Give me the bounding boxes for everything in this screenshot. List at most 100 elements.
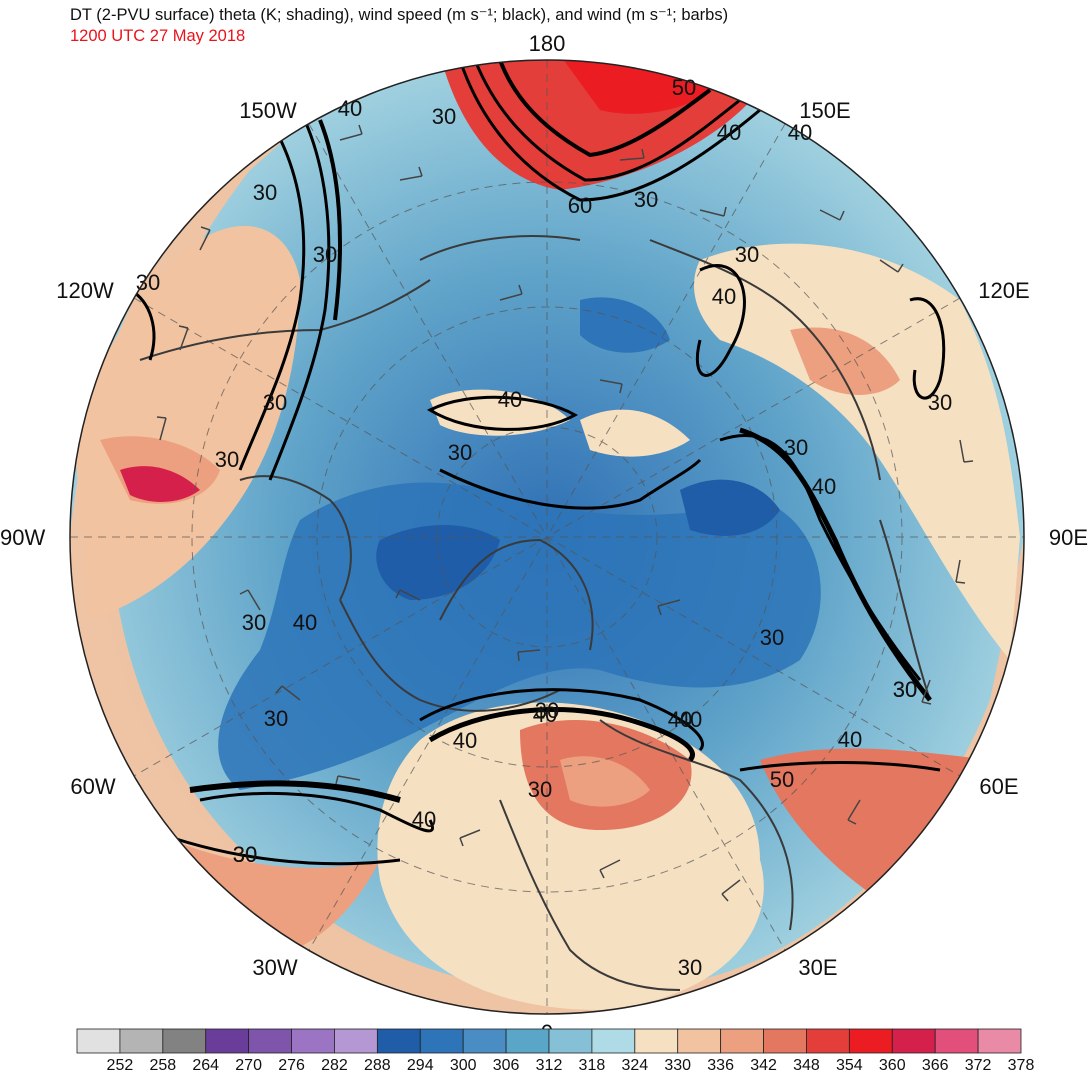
colorbar-swatch — [205, 1028, 250, 1054]
colorbar-swatch — [119, 1028, 164, 1054]
lon-label-180: 180 — [529, 31, 566, 56]
contour-label: 30 — [784, 435, 808, 460]
colorbar-tick-label: 288 — [364, 1057, 391, 1074]
colorbar-tick-label: 324 — [621, 1057, 648, 1074]
colorbar-tick-label: 330 — [664, 1057, 691, 1074]
colorbar-tick-label: 372 — [965, 1057, 992, 1074]
contour-label: 40 — [453, 728, 477, 753]
lon-label-90w: 90W — [0, 525, 45, 550]
contour-label: 30 — [215, 447, 239, 472]
map-boundary — [69, 59, 1025, 1015]
lon-label-120w: 120W — [56, 278, 114, 303]
coastlines — [139, 235, 931, 991]
contour-label: 30 — [760, 625, 784, 650]
contour-label: 40 — [678, 707, 702, 732]
lon-label-60w: 60W — [70, 774, 115, 799]
wind-barbs — [156, 124, 974, 902]
contour-label: 30 — [233, 842, 257, 867]
colorbar-tick-label: 348 — [793, 1057, 820, 1074]
colorbar-swatch — [977, 1028, 1022, 1054]
graticule — [70, 60, 1024, 1014]
contour-label: 30 — [535, 698, 559, 723]
colorbar-swatch — [76, 1028, 121, 1054]
contour-label: 50 — [672, 75, 696, 100]
colorbar-swatch — [334, 1028, 378, 1054]
lon-label-90e: 90E — [1049, 525, 1088, 550]
colorbar-tick-label: 306 — [493, 1057, 520, 1074]
colorbar-swatch — [848, 1028, 893, 1054]
colorbar-swatch — [720, 1028, 764, 1054]
contour-label: 30 — [233, 842, 257, 867]
colorbar-swatch — [419, 1028, 464, 1054]
lon-label-150e: 150E — [799, 98, 850, 123]
colorbar-tick-label: 342 — [750, 1057, 777, 1074]
colorbar-swatch — [806, 1028, 850, 1054]
colorbar-swatch — [462, 1028, 507, 1054]
contour-label: 30 — [264, 706, 288, 731]
lon-label-120e: 120E — [978, 278, 1029, 303]
longitude-labels: 180 150E 120E 90E 60E 30E 0 30W 60W 90W … — [0, 31, 1088, 1045]
colorbar-tick-label: 354 — [836, 1057, 863, 1074]
contour-label: 40 — [668, 707, 692, 732]
contour-label: 40 — [412, 807, 436, 832]
colorbar-swatch — [162, 1028, 207, 1054]
colorbar-tick-label: 258 — [149, 1057, 176, 1074]
colorbar-tick-label: 318 — [579, 1057, 606, 1074]
colorbar-tick-label: 312 — [536, 1057, 563, 1074]
colorbar-tick-label: 360 — [879, 1057, 906, 1074]
colorbar-swatch — [591, 1028, 636, 1054]
contour-label: 30 — [928, 390, 952, 415]
colorbar-swatch — [634, 1028, 679, 1054]
contour-label: 30 — [448, 440, 472, 465]
colorbar-swatch — [677, 1028, 722, 1054]
contour-label: 60 — [568, 193, 592, 218]
colorbar-swatch — [548, 1028, 593, 1054]
contour-label: 30 — [678, 955, 702, 980]
contour-label: 30 — [528, 777, 552, 802]
contour-label: 40 — [533, 702, 557, 727]
contour-label: 40 — [717, 120, 741, 145]
contour-label: 30 — [634, 187, 658, 212]
contour-label: 30 — [313, 242, 337, 267]
colorbar-tick-label: 366 — [922, 1057, 949, 1074]
colorbar-tick-label: 270 — [235, 1057, 262, 1074]
contour-label: 40 — [293, 610, 317, 635]
wind-speed-contours — [129, 60, 946, 866]
contour-label: 40 — [712, 284, 736, 309]
colorbar-tick-label: 300 — [450, 1057, 477, 1074]
colorbar-tick-label: 252 — [107, 1057, 134, 1074]
contour-label: 40 — [498, 387, 522, 412]
colorbar-swatch — [291, 1028, 335, 1054]
lon-label-150w: 150W — [239, 98, 297, 123]
colorbar-swatch — [248, 1028, 292, 1054]
contour-label: 40 — [812, 474, 836, 499]
lon-label-30e: 30E — [798, 955, 837, 980]
colorbar-swatch — [505, 1028, 550, 1054]
lon-label-60e: 60E — [979, 774, 1018, 799]
lon-label-30w: 30W — [252, 955, 297, 980]
contour-label: 30 — [432, 104, 456, 129]
contour-label: 30 — [893, 677, 917, 702]
colorbar-tick-labels: 252 258 264 270 276 282 288 294 300 306 312 318 324 3… — [107, 1057, 1035, 1074]
contour-labels: 5040303040403030306030303040304030304030… — [136, 75, 952, 980]
theta-shading — [70, 60, 1024, 1014]
contour-label: 30 — [263, 390, 287, 415]
contour-label: 40 — [338, 96, 362, 121]
colorbar-tick-label: 264 — [192, 1057, 219, 1074]
colorbar-tick-label: 282 — [321, 1057, 348, 1074]
map-subtitle: 1200 UTC 27 May 2018 — [70, 27, 246, 45]
contour-label: 30 — [253, 180, 277, 205]
contour-label: 40 — [838, 727, 862, 752]
contour-label: 50 — [770, 767, 794, 792]
map-title: DT (2-PVU surface) theta (K; shading), w… — [70, 6, 729, 24]
colorbar-swatch — [934, 1028, 979, 1054]
contour-label: 30 — [136, 270, 160, 295]
contour-label: 30 — [242, 610, 266, 635]
colorbar-tick-label: 336 — [707, 1057, 734, 1074]
contour-label: 30 — [893, 677, 917, 702]
colorbar-swatch — [763, 1028, 807, 1054]
colorbar-swatch — [376, 1028, 421, 1054]
colorbar-tick-label: 378 — [1008, 1057, 1035, 1074]
colorbar — [76, 1028, 1022, 1054]
